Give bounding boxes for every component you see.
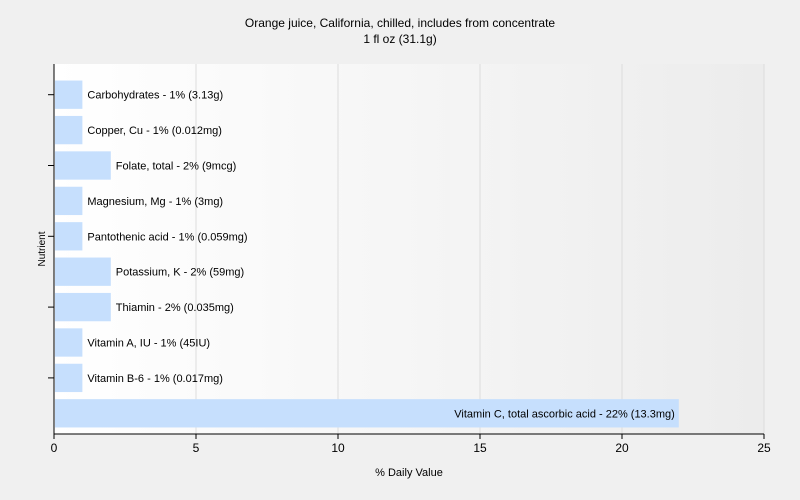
bar — [55, 363, 83, 393]
bar — [55, 328, 83, 357]
x-tick-label: 20 — [615, 441, 629, 455]
bar-label: Vitamin A, IU - 1% (45IU) — [87, 338, 210, 350]
bar — [55, 115, 83, 145]
x-axis-label: % Daily Value — [375, 467, 443, 479]
bar-label: Folate, total - 2% (9mcg) — [116, 161, 236, 173]
bar — [55, 292, 111, 322]
y-axis-label: Nutrient — [37, 231, 48, 266]
plot-area — [54, 64, 764, 434]
bar — [55, 80, 83, 109]
bar-label: Pantothenic acid - 1% (0.059mg) — [87, 231, 247, 243]
bar-label: Vitamin B-6 - 1% (0.017mg) — [87, 373, 223, 385]
bar — [55, 222, 83, 251]
bar — [55, 186, 83, 216]
chart-subtitle: 1 fl oz (31.1g) — [363, 32, 437, 46]
x-tick-label: 0 — [51, 441, 58, 455]
bar — [55, 257, 111, 286]
bar-label: Carbohydrates - 1% (3.13g) — [87, 90, 223, 102]
bar-label: Thiamin - 2% (0.035mg) — [116, 302, 234, 314]
bar-label: Magnesium, Mg - 1% (3mg) — [87, 196, 223, 208]
bar — [55, 151, 111, 180]
bar-label: Potassium, K - 2% (59mg) — [116, 267, 244, 279]
bar-label: Vitamin C, total ascorbic acid - 22% (13… — [454, 408, 675, 420]
x-tick-label: 25 — [757, 441, 771, 455]
x-tick-label: 10 — [331, 441, 345, 455]
x-tick-label: 5 — [193, 441, 200, 455]
bar — [55, 399, 679, 428]
chart-title: Orange juice, California, chilled, inclu… — [244, 16, 556, 30]
x-tick-label: 15 — [473, 441, 487, 455]
bar-label: Copper, Cu - 1% (0.012mg) — [87, 125, 222, 137]
